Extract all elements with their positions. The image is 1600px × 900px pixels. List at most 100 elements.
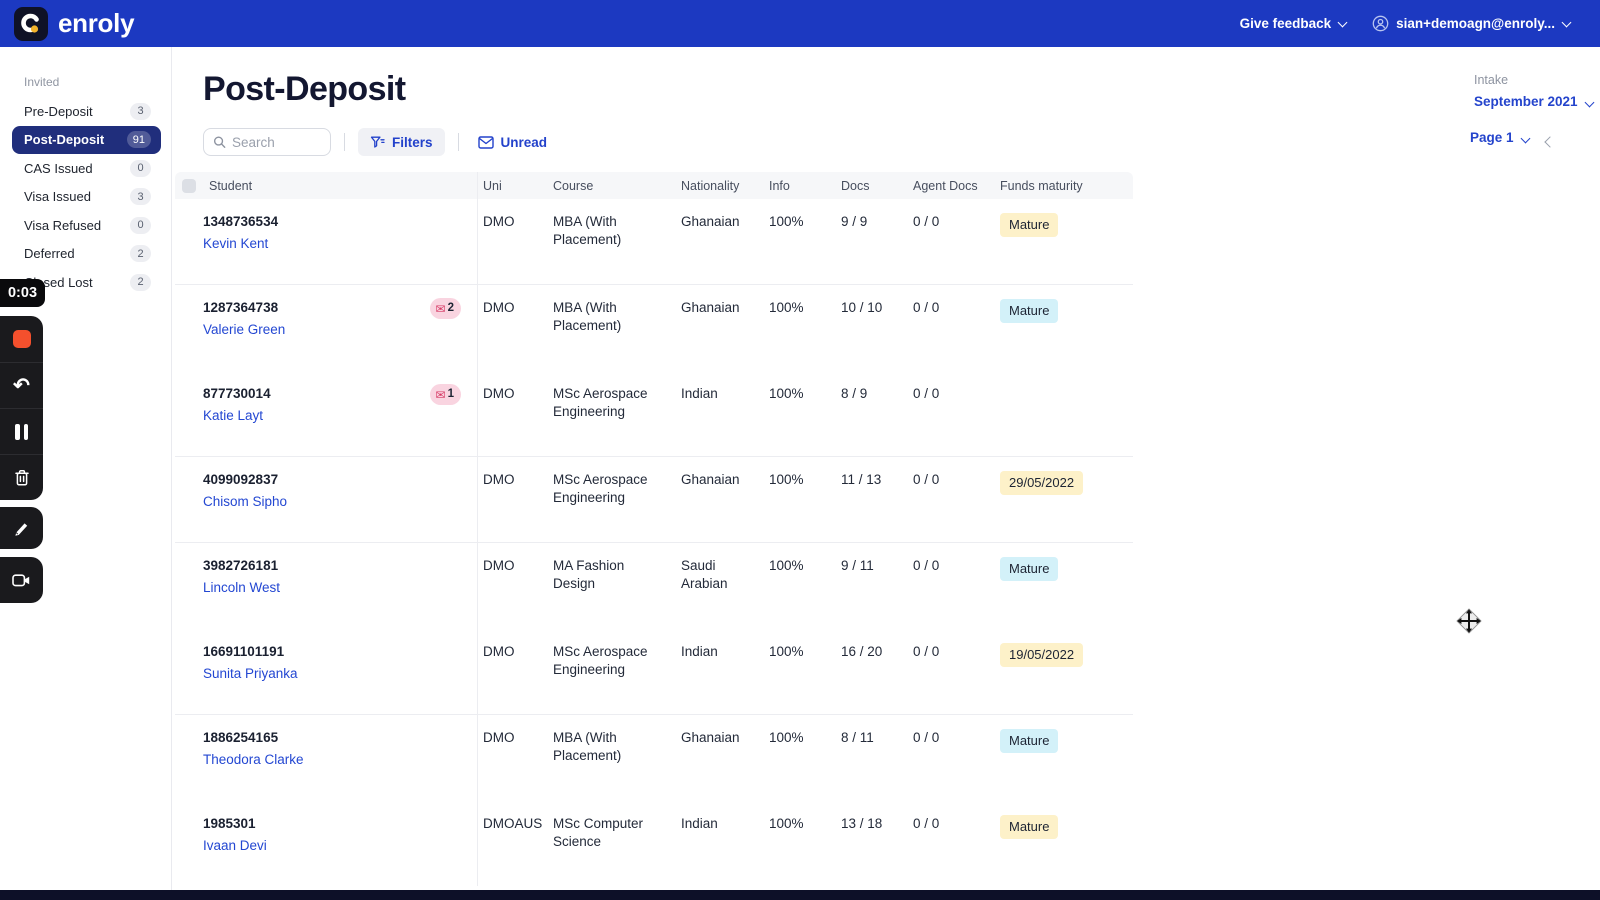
cell-agent-docs: 0 / 0 xyxy=(913,558,940,573)
cell-info: 100% xyxy=(769,214,804,229)
student-id: 1348736534 xyxy=(203,214,279,229)
intake-select[interactable]: September 2021 xyxy=(1474,94,1595,109)
cell-docs: 10 / 10 xyxy=(841,300,883,315)
search-input[interactable] xyxy=(203,128,331,156)
student-name-link[interactable]: Kevin Kent xyxy=(203,236,269,252)
undo-button[interactable]: ↶ xyxy=(0,362,43,408)
cell-funds-maturity: Mature xyxy=(994,285,1133,371)
table-row[interactable]: 877730014 Katie Layt ✉ 1 DMO MSc Aerospa… xyxy=(175,371,1133,457)
unread-label: Unread xyxy=(500,134,548,150)
brand-name: enroly xyxy=(58,8,135,38)
sidebar-item-deferred[interactable]: Deferred 2 xyxy=(12,240,161,269)
funds-maturity-badge: Mature xyxy=(1000,299,1059,323)
table-row[interactable]: 1985301 Ivaan Devi DMOAUS MSc Computer S… xyxy=(175,801,1133,886)
cell-docs: 9 / 9 xyxy=(841,214,868,229)
unread-messages-count: 2 xyxy=(447,301,454,314)
column-header-docs: Docs xyxy=(841,178,870,193)
recorder-camera-tool xyxy=(0,557,43,603)
stop-recording-button[interactable] xyxy=(0,316,43,362)
student-name-link[interactable]: Lincoln West xyxy=(203,580,281,596)
cell-course: MA Fashion Design xyxy=(553,558,625,592)
cell-nationality: Indian xyxy=(681,386,718,401)
sidebar: Invited Pre-Deposit 3 Post-Deposit 91 CA… xyxy=(0,47,172,890)
cell-info: 100% xyxy=(769,300,804,315)
intake-label: Intake xyxy=(1474,73,1509,87)
toolbar: Filters Unread xyxy=(203,128,547,156)
search-field[interactable] xyxy=(232,134,322,150)
student-name-link[interactable]: Sunita Priyanka xyxy=(203,666,298,682)
undo-icon: ↶ xyxy=(13,374,30,397)
table-row[interactable]: 16691101191 Sunita Priyanka DMO MSc Aero… xyxy=(175,629,1133,715)
cell-uni: DMOAUS xyxy=(483,816,543,831)
page-select[interactable]: Page 1 xyxy=(1470,130,1530,145)
user-email: sian+demoagn@enroly... xyxy=(1396,16,1555,31)
student-name-link[interactable]: Ivaan Devi xyxy=(203,838,267,854)
sidebar-item-label: Pre-Deposit xyxy=(24,103,93,119)
sidebar-item-visa-refused[interactable]: Visa Refused 0 xyxy=(12,211,161,240)
sidebar-item-post-deposit[interactable]: Post-Deposit 91 xyxy=(12,125,161,154)
draw-button[interactable] xyxy=(0,507,43,549)
cell-uni: DMO xyxy=(483,386,515,401)
delete-recording-button[interactable] xyxy=(0,454,43,500)
student-name-link[interactable]: Theodora Clarke xyxy=(203,752,304,768)
sidebar-item-label: Visa Refused xyxy=(24,217,102,233)
cell-info: 100% xyxy=(769,730,804,745)
cell-info: 100% xyxy=(769,558,804,573)
filters-label: Filters xyxy=(392,134,433,150)
table-row[interactable]: 3982726181 Lincoln West DMO MA Fashion D… xyxy=(175,543,1133,629)
filters-button[interactable]: Filters xyxy=(358,128,445,156)
column-header-uni: Uni xyxy=(483,178,502,193)
table-row[interactable]: 1287364738 Valerie Green ✉ 2 DMO MBA (Wi… xyxy=(175,285,1133,371)
chevron-down-icon xyxy=(1561,17,1572,27)
sidebar-item-visa-issued[interactable]: Visa Issued 3 xyxy=(12,183,161,212)
cell-uni: DMO xyxy=(483,558,515,573)
cell-uni: DMO xyxy=(483,472,515,487)
envelope-icon: ✉ xyxy=(435,387,446,402)
chevron-down-icon xyxy=(1520,133,1530,144)
student-name-link[interactable]: Chisom Sipho xyxy=(203,494,288,510)
stop-icon xyxy=(12,330,31,348)
give-feedback-label: Give feedback xyxy=(1239,16,1332,31)
user-menu-button[interactable]: sian+demoagn@enroly... xyxy=(1372,15,1572,32)
funds-maturity-badge: Mature xyxy=(1000,557,1059,581)
table-row[interactable]: 4099092837 Chisom Sipho DMO MSc Aerospac… xyxy=(175,457,1133,543)
cell-funds-maturity: Mature xyxy=(994,543,1133,629)
table-row[interactable]: 1348736534 Kevin Kent DMO MBA (With Plac… xyxy=(175,199,1133,285)
column-header-course: Course xyxy=(553,178,594,193)
column-header-label: Student xyxy=(209,178,253,193)
cell-course: MBA (With Placement) xyxy=(553,300,622,334)
cell-course: MSc Aerospace Engineering xyxy=(553,644,648,678)
unread-button[interactable]: Unread xyxy=(477,134,548,150)
sidebar-item-count: 0 xyxy=(130,216,151,234)
cell-agent-docs: 0 / 0 xyxy=(913,730,940,745)
pause-icon xyxy=(15,423,28,440)
previous-page-button[interactable] xyxy=(1544,133,1556,151)
cell-funds-maturity: Mature xyxy=(994,801,1133,886)
cell-student: 3982726181 Lincoln West xyxy=(175,543,477,629)
student-name-link[interactable]: Katie Layt xyxy=(203,408,264,424)
toolbar-divider xyxy=(457,133,459,151)
pause-button[interactable] xyxy=(0,408,43,454)
sidebar-item-pre-deposit[interactable]: Pre-Deposit 3 xyxy=(12,97,161,126)
cell-docs: 8 / 9 xyxy=(841,386,868,401)
table-row[interactable]: 1886254165 Theodora Clarke DMO MBA (With… xyxy=(175,715,1133,801)
funds-maturity-badge: Mature xyxy=(1000,815,1059,839)
column-header-nationality: Nationality xyxy=(681,178,740,193)
sidebar-nav: Pre-Deposit 3 Post-Deposit 91 CAS Issued… xyxy=(0,97,171,297)
student-id: 1287364738 xyxy=(203,300,279,315)
give-feedback-button[interactable]: Give feedback xyxy=(1239,16,1348,31)
cell-nationality: Indian xyxy=(681,644,718,659)
sidebar-item-cas-issued[interactable]: CAS Issued 0 xyxy=(12,154,161,183)
funds-maturity-badge: 19/05/2022 xyxy=(1000,643,1084,667)
student-name-link[interactable]: Valerie Green xyxy=(203,322,286,338)
students-table: Student Uni Course Nationality Info Docs Agen… xyxy=(175,172,1133,886)
cell-uni: DMO xyxy=(483,644,515,659)
cell-funds-maturity: 29/05/2022 xyxy=(994,457,1133,542)
page-title: Post-Deposit xyxy=(203,70,406,108)
cell-funds-maturity: 19/05/2022 xyxy=(994,629,1133,714)
student-id: 877730014 xyxy=(203,386,271,401)
cell-course: MBA (With Placement) xyxy=(553,730,622,764)
camera-button[interactable] xyxy=(0,557,43,603)
cell-info: 100% xyxy=(769,816,804,831)
select-all-checkbox[interactable] xyxy=(182,178,196,193)
